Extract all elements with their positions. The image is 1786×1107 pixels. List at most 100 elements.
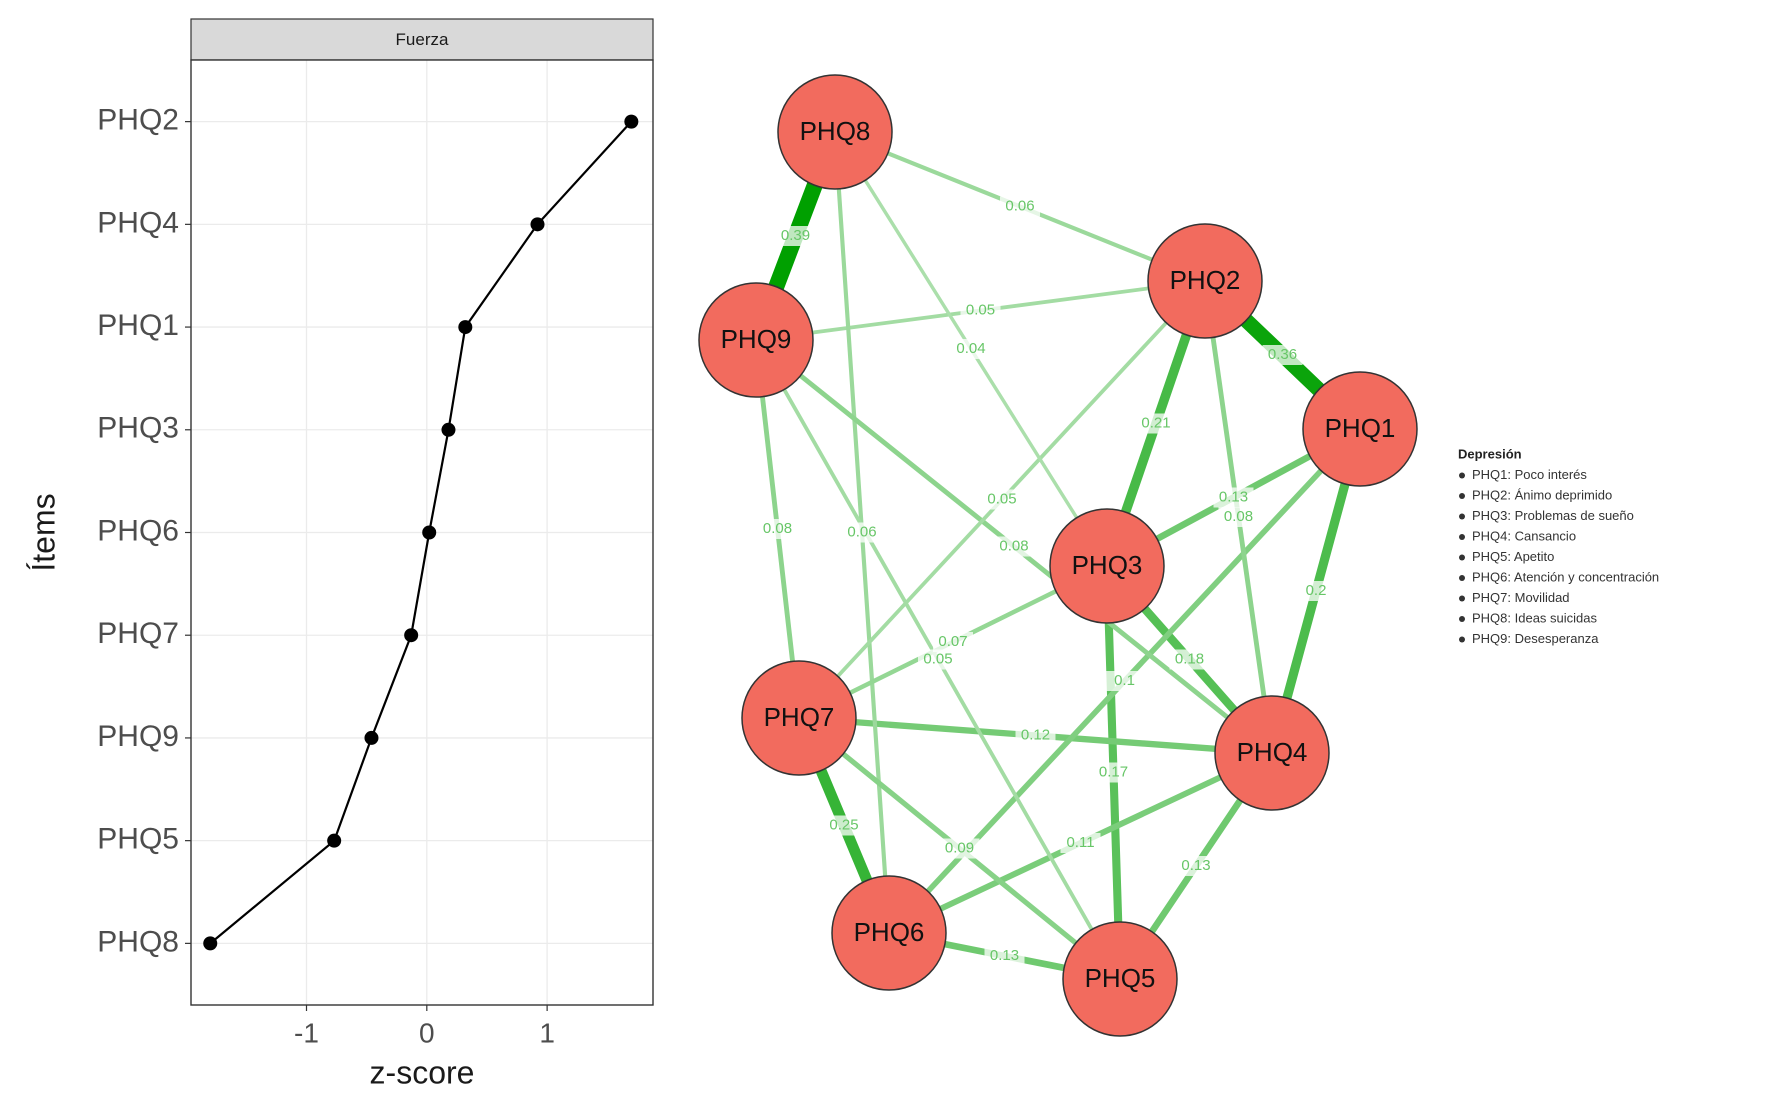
edge-label-bg	[824, 815, 864, 836]
edge-label-bg	[994, 536, 1034, 557]
legend-item: PHQ4: Cansancio	[1472, 528, 1576, 543]
node-label: PHQ3	[1072, 550, 1143, 580]
node-label: PHQ6	[854, 917, 925, 947]
edge-label-bg	[1213, 487, 1254, 508]
point	[624, 114, 639, 129]
node	[831, 875, 947, 991]
node	[1147, 223, 1263, 339]
edge-label-bg	[1136, 413, 1176, 434]
edge-label-bg	[757, 519, 798, 539]
point	[203, 936, 218, 951]
edge-label-bg	[1015, 725, 1056, 746]
legend-marker	[1459, 616, 1465, 622]
x-axis-title: z-score	[370, 1054, 475, 1090]
point	[458, 320, 473, 335]
edge-label-bg	[1176, 856, 1216, 876]
node-label: PHQ1	[1325, 413, 1396, 443]
point	[327, 833, 342, 848]
edge-label-bg	[1169, 649, 1210, 670]
edge-label: 0.05	[966, 301, 995, 318]
point	[530, 217, 545, 232]
edge-label-bg	[1060, 833, 1101, 853]
edge-label-bg	[842, 522, 882, 543]
strip-title: Fuerza	[396, 30, 449, 49]
legend-marker	[1459, 575, 1465, 581]
edge-label: 0.13	[1181, 857, 1210, 874]
edge-label: 0.13	[990, 947, 1019, 964]
edge-label: 0.21	[1141, 414, 1170, 431]
edge-label: 0.13	[1219, 488, 1248, 505]
y-tick-label: PHQ3	[97, 412, 179, 445]
y-axis-title: Ítems	[25, 493, 61, 571]
strip	[190, 18, 654, 61]
node	[1062, 921, 1178, 1037]
node-label: PHQ5	[1085, 963, 1156, 993]
edge-label: 0.06	[847, 523, 876, 540]
y-tick-label: PHQ1	[97, 309, 179, 342]
legend-item: PHQ8: Ideas suicidas	[1472, 610, 1598, 625]
edge-label-bg	[1000, 196, 1040, 217]
edge-label: 0.05	[923, 650, 952, 667]
edge-label-bg	[775, 226, 816, 246]
legend-marker	[1459, 534, 1465, 540]
edge-label-bg	[933, 632, 973, 652]
edge-label: 0.04	[956, 340, 985, 357]
node	[777, 74, 893, 190]
plot-border	[190, 59, 654, 1006]
edge-label: 0.17	[1099, 763, 1128, 780]
edge-label-bg	[960, 300, 1001, 321]
node	[698, 282, 814, 398]
y-tick-label: PHQ6	[97, 514, 179, 547]
x-tick-label: 1	[539, 1017, 555, 1048]
edge-label: 0.08	[999, 537, 1028, 554]
y-tick-label: PHQ2	[97, 104, 179, 137]
y-tick-label: PHQ8	[97, 925, 179, 958]
legend-marker	[1459, 472, 1465, 479]
edge-label-bg	[951, 339, 991, 359]
edge-label: 0.05	[987, 490, 1016, 507]
point	[422, 525, 437, 540]
legend-marker	[1459, 554, 1465, 561]
edge-label-bg	[1218, 507, 1259, 527]
edge-label-bg	[939, 838, 980, 859]
legend-marker	[1459, 493, 1465, 499]
edge-label-bg	[1262, 345, 1303, 365]
node-label: PHQ2	[1170, 265, 1241, 295]
node-label: PHQ8	[800, 116, 871, 146]
y-tick-label: PHQ7	[97, 617, 179, 650]
edge-label: 0.08	[1224, 508, 1253, 525]
x-tick-label: -1	[294, 1017, 319, 1048]
point	[404, 628, 419, 643]
legend-item: PHQ6: Atención y concentración	[1472, 569, 1659, 584]
edge-label-bg	[982, 489, 1022, 510]
edge-label: 0.2	[1306, 582, 1327, 599]
y-tick-label: PHQ4	[97, 206, 179, 239]
legend-marker	[1459, 595, 1465, 602]
legend-item: PHQ1: Poco interés	[1472, 467, 1587, 482]
legend-item: PHQ7: Movilidad	[1472, 590, 1570, 605]
edge-label: 0.11	[1066, 834, 1094, 851]
legend-item: PHQ9: Desesperanza	[1472, 631, 1599, 646]
edge-label: 0.1	[1114, 672, 1135, 689]
legend-marker	[1459, 513, 1465, 520]
x-tick-label: 0	[419, 1017, 435, 1048]
node	[741, 660, 857, 776]
edge-label: 0.07	[938, 633, 967, 650]
edge-label-bg	[984, 946, 1025, 966]
edge-label: 0.08	[763, 520, 792, 537]
edge-label-bg	[1104, 671, 1145, 691]
legend-item: PHQ2: Ánimo deprimido	[1472, 487, 1612, 502]
legend-item: PHQ5: Apetito	[1472, 549, 1554, 564]
point	[364, 730, 379, 745]
edge-label: 0.06	[1005, 197, 1034, 214]
legend-marker	[1459, 636, 1465, 643]
edge-label-bg	[1296, 581, 1336, 601]
node-label: PHQ9	[721, 324, 792, 354]
node	[1049, 508, 1165, 624]
edge-label: 0.18	[1175, 650, 1204, 667]
node	[1302, 371, 1418, 487]
edge-label: 0.39	[781, 227, 810, 244]
edge-label-bg	[918, 649, 958, 670]
legend-item: PHQ3: Problemas de sueño	[1472, 508, 1634, 523]
